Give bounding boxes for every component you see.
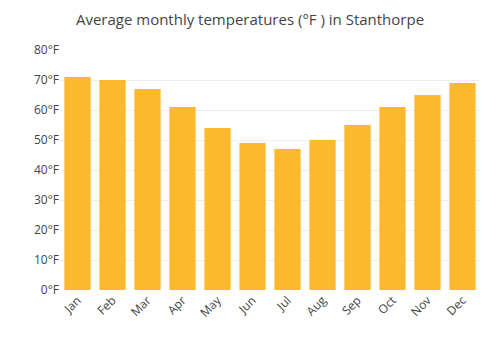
svg-text:Dec: Dec <box>443 292 470 319</box>
svg-text:May: May <box>196 291 225 320</box>
svg-text:Average monthly temperatures (: Average monthly temperatures (°F ) in St… <box>76 9 424 29</box>
svg-text:Oct: Oct <box>374 292 400 318</box>
svg-text:20°F: 20°F <box>34 221 59 238</box>
svg-text:Mar: Mar <box>127 292 155 320</box>
svg-text:70°F: 70°F <box>34 71 59 88</box>
svg-text:Jan: Jan <box>60 292 85 317</box>
svg-text:Nov: Nov <box>407 292 435 320</box>
svg-text:0°F: 0°F <box>41 281 59 298</box>
svg-text:30°F: 30°F <box>34 191 59 208</box>
svg-text:Aug: Aug <box>302 292 330 320</box>
svg-text:Feb: Feb <box>93 292 119 318</box>
svg-text:Jul: Jul <box>272 292 294 314</box>
svg-text:10°F: 10°F <box>34 251 59 268</box>
svg-text:60°F: 60°F <box>34 101 59 118</box>
svg-text:Jun: Jun <box>234 292 259 317</box>
svg-text:Apr: Apr <box>164 292 190 318</box>
svg-text:80°F: 80°F <box>34 41 59 58</box>
svg-text:50°F: 50°F <box>34 131 59 148</box>
svg-text:40°F: 40°F <box>34 161 59 178</box>
svg-text:Sep: Sep <box>338 292 365 319</box>
